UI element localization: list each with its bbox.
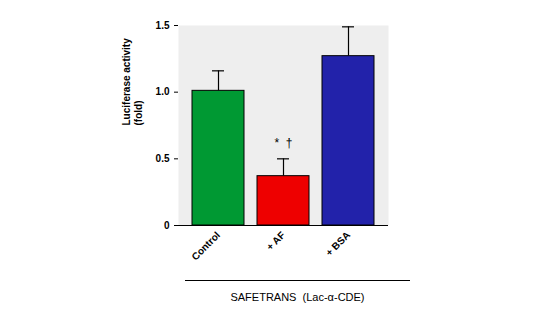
svg-text:0: 0 [164,220,170,231]
svg-text:Luciferase activity(fold): Luciferase activity(fold) [121,38,144,126]
svg-text:0.5: 0.5 [156,153,170,164]
svg-text:Control: Control [189,229,222,262]
svg-text:+ AF: + AF [264,229,287,252]
svg-text:* †: * † [274,136,292,150]
svg-text:1.0: 1.0 [156,86,170,97]
svg-text:1.5: 1.5 [156,20,170,31]
html-text:SAFETRANS (Lac-α-CDE): SAFETRANS (Lac-α-CDE) [230,291,365,303]
svg-text:+ BSA: + BSA [323,229,352,258]
